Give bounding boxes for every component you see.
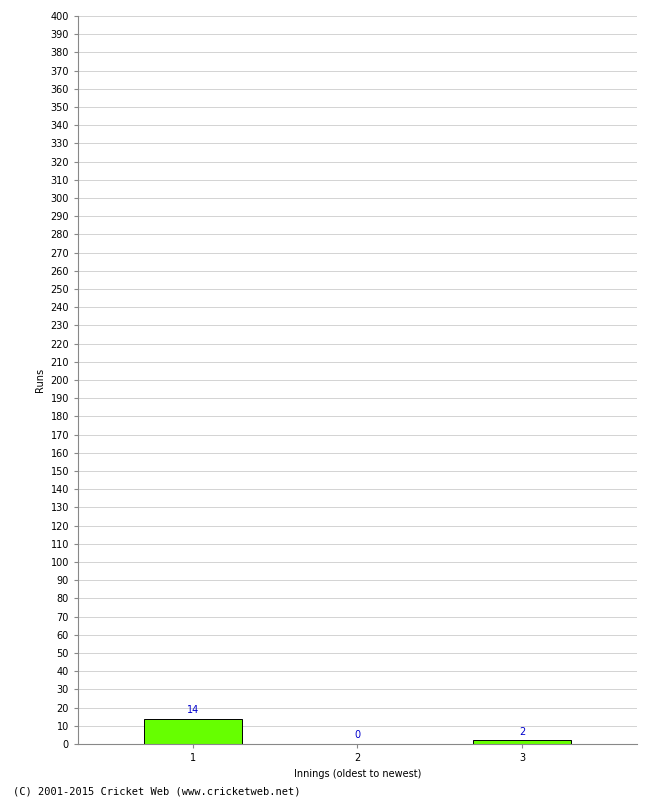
- Text: (C) 2001-2015 Cricket Web (www.cricketweb.net): (C) 2001-2015 Cricket Web (www.cricketwe…: [13, 786, 300, 796]
- X-axis label: Innings (oldest to newest): Innings (oldest to newest): [294, 769, 421, 778]
- Text: 14: 14: [187, 705, 199, 715]
- Bar: [144, 718, 242, 744]
- Text: 2: 2: [519, 726, 525, 737]
- Y-axis label: Runs: Runs: [35, 368, 45, 392]
- Text: 0: 0: [354, 730, 361, 740]
- Bar: [473, 740, 571, 744]
